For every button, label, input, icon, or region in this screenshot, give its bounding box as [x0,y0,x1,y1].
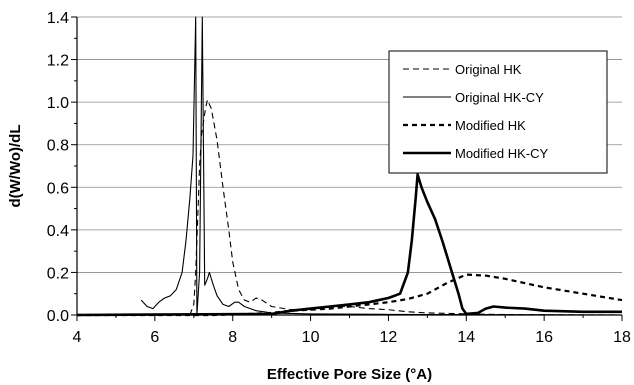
y-tick-label: 1.4 [47,10,69,27]
x-axis-ticks: 4 6 8 10 12 14 16 18 [73,315,631,346]
y-tick-label: 1.2 [47,53,69,70]
legend-label: Original HK-CY [455,90,544,105]
legend-label: Modified HK-CY [455,146,549,161]
gridlines [77,16,622,273]
x-tick-label: 8 [228,329,237,346]
legend-label: Original HK [455,62,522,77]
y-tick-label: 0.0 [47,308,69,325]
series-line-3 [77,273,623,317]
legend-label: Modified HK [455,118,526,133]
series-line-4 [76,173,622,317]
series-lines [76,16,623,317]
x-tick-label: 12 [380,329,398,346]
series-line-2 [140,16,623,316]
y-axis-title: d(W/Wo)/dL [7,124,24,207]
y-tick-label: 0.8 [47,138,69,155]
x-tick-label: 14 [457,329,475,346]
y-tick-label: 0.4 [47,223,69,240]
x-tick-label: 4 [73,329,82,346]
x-axis-title: Effective Pore Size (°A) [267,366,432,383]
y-tick-label: 0.2 [47,265,69,282]
x-tick-label: 18 [613,329,631,346]
legend: Original HK Original HK-CY Modified HK Modi… [388,50,608,174]
x-tick-label: 10 [302,329,320,346]
y-tick-label: 0.6 [47,180,69,197]
y-tick-label: 1.0 [47,95,69,112]
series-line-1 [189,99,623,316]
x-tick-label: 6 [150,329,159,346]
y-axis-ticks: 0.0 0.2 0.4 0.6 0.8 1.0 1.2 1.4 [47,10,77,325]
x-tick-label: 16 [535,329,553,346]
